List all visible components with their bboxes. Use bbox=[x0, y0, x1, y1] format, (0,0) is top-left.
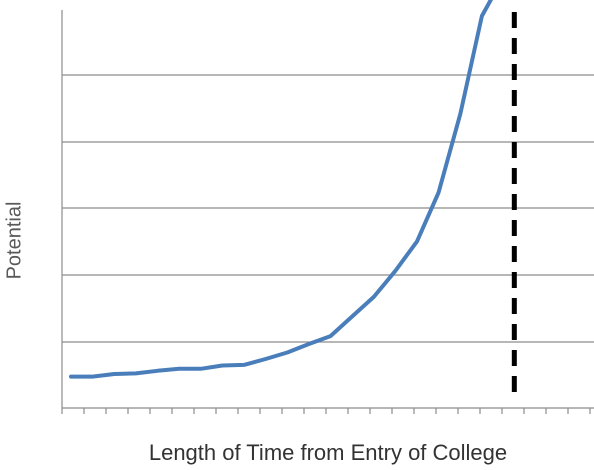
x-axis-label: Length of Time from Entry of College bbox=[148, 440, 508, 465]
axes bbox=[61, 10, 594, 409]
gridlines bbox=[62, 74, 594, 343]
x-axis-ticks bbox=[61, 408, 591, 414]
y-axis-label-wrap: Potential bbox=[0, 180, 30, 300]
series-line-1 bbox=[69, 0, 493, 379]
y-axis-label: Potential bbox=[3, 201, 26, 279]
series-layer bbox=[69, 0, 493, 379]
